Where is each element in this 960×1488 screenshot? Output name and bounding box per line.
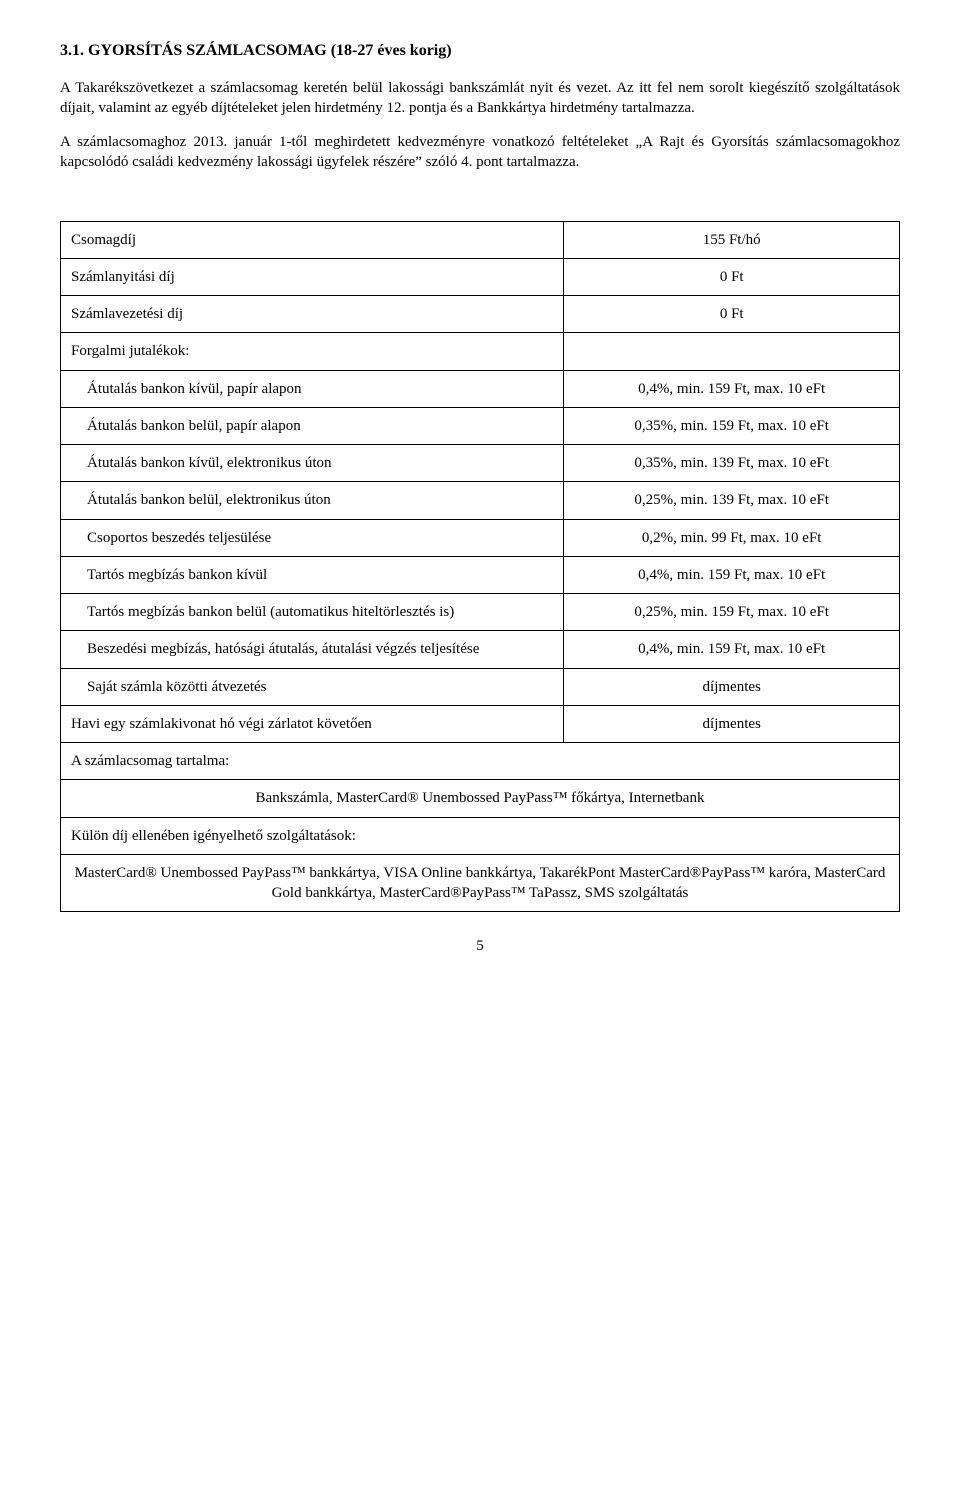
table-row: Bankszámla, MasterCard® Unembossed PayPa… [61,780,900,817]
table-row: Átutalás bankon belül, papír alapon 0,35… [61,407,900,444]
section-label: Forgalmi jutalékok: [61,333,564,370]
table-row: Forgalmi jutalékok: [61,333,900,370]
cell-value: 0,4%, min. 159 Ft, max. 10 eFt [564,556,900,593]
cell-label: Csoportos beszedés teljesülése [61,519,564,556]
page-number: 5 [60,936,900,956]
cell-label: Csomagdíj [61,221,564,258]
table-row: Csomagdíj 155 Ft/hó [61,221,900,258]
cell-label: Átutalás bankon kívül, papír alapon [61,370,564,407]
cell-label: Átutalás bankon kívül, elektronikus úton [61,445,564,482]
cell-label: Átutalás bankon belül, papír alapon [61,407,564,444]
table-row: Külön díj ellenében igényelhető szolgált… [61,817,900,854]
cell-label: Havi egy számlakivonat hó végi zárlatot … [61,705,564,742]
cell-label: Tartós megbízás bankon kívül [61,556,564,593]
table-row: Beszedési megbízás, hatósági átutalás, á… [61,631,900,668]
cell-value: 0,4%, min. 159 Ft, max. 10 eFt [564,370,900,407]
table-row: Átutalás bankon belül, elektronikus úton… [61,482,900,519]
cell-label: Számlanyitási díj [61,258,564,295]
table-row: Tartós megbízás bankon kívül 0,4%, min. … [61,556,900,593]
table-row: Saját számla közötti átvezetés díjmentes [61,668,900,705]
cell-value: díjmentes [564,705,900,742]
cell-value: 0,25%, min. 139 Ft, max. 10 eFt [564,482,900,519]
section-title: 3.1. GYORSÍTÁS SZÁMLACSOMAG (18-27 éves … [60,40,900,62]
cell-label: Beszedési megbízás, hatósági átutalás, á… [61,631,564,668]
table-row: Átutalás bankon kívül, papír alapon 0,4%… [61,370,900,407]
cell-value: 0 Ft [564,258,900,295]
table-row: Számlanyitási díj 0 Ft [61,258,900,295]
fee-table: Csomagdíj 155 Ft/hó Számlanyitási díj 0 … [60,221,900,913]
table-row: MasterCard® Unembossed PayPass™ bankkárt… [61,854,900,912]
table-row: Csoportos beszedés teljesülése 0,2%, min… [61,519,900,556]
cell-value: 0,2%, min. 99 Ft, max. 10 eFt [564,519,900,556]
cell-value: 155 Ft/hó [564,221,900,258]
table-row: Átutalás bankon kívül, elektronikus úton… [61,445,900,482]
table-row: Havi egy számlakivonat hó végi zárlatot … [61,705,900,742]
cell-value: 0,35%, min. 139 Ft, max. 10 eFt [564,445,900,482]
cell-value: 0,25%, min. 159 Ft, max. 10 eFt [564,594,900,631]
section-label: Külön díj ellenében igényelhető szolgált… [61,817,900,854]
cell-value: Bankszámla, MasterCard® Unembossed PayPa… [61,780,900,817]
cell-empty [564,333,900,370]
cell-value: 0 Ft [564,296,900,333]
intro-paragraph-2: A számlacsomaghoz 2013. január 1-től meg… [60,132,900,173]
cell-value: díjmentes [564,668,900,705]
cell-value: MasterCard® Unembossed PayPass™ bankkárt… [61,854,900,912]
cell-value: 0,4%, min. 159 Ft, max. 10 eFt [564,631,900,668]
cell-label: Átutalás bankon belül, elektronikus úton [61,482,564,519]
cell-label: Saját számla közötti átvezetés [61,668,564,705]
cell-value: 0,35%, min. 159 Ft, max. 10 eFt [564,407,900,444]
cell-label: Számlavezetési díj [61,296,564,333]
table-row: Tartós megbízás bankon belül (automatiku… [61,594,900,631]
intro-paragraph-1: A Takarékszövetkezet a számlacsomag kere… [60,78,900,119]
table-row: A számlacsomag tartalma: [61,743,900,780]
section-label: A számlacsomag tartalma: [61,743,900,780]
cell-label: Tartós megbízás bankon belül (automatiku… [61,594,564,631]
table-row: Számlavezetési díj 0 Ft [61,296,900,333]
